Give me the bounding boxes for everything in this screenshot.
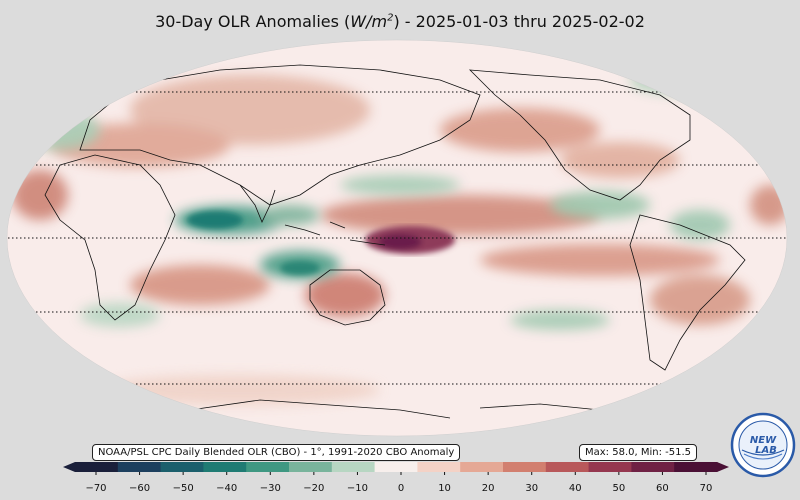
colorbar-tick-label: 40 (568, 483, 582, 494)
colorbar-tick-label: −20 (303, 483, 325, 494)
colorbar-tick-label: −30 (259, 483, 281, 494)
colorbar-segment (203, 462, 247, 472)
colorbar-tick-label: 10 (438, 483, 451, 494)
logo-text-bottom: LAB (755, 445, 777, 456)
colorbar-tick-label: −50 (172, 483, 194, 494)
colorbar-segment (545, 462, 590, 472)
colorbar-segment (331, 462, 376, 472)
colorbar-segment (160, 462, 204, 472)
colorbar-segment (117, 462, 162, 472)
lab-logo: NEW LAB (730, 412, 796, 478)
colorbar-segment (374, 462, 418, 472)
colorbar-segment (631, 462, 675, 472)
coastlines (44, 59, 746, 419)
colorbar-segment (674, 462, 718, 472)
anomaly-field (7, 40, 787, 436)
colorbar-tick-label: −10 (346, 483, 368, 494)
title-suffix: ) - 2025-01-03 thru 2025-02-02 (393, 12, 645, 31)
colorbar-tick-label: 50 (612, 483, 626, 494)
colorbar-segment (588, 462, 632, 472)
colorbar-segment (460, 462, 504, 472)
logo-text-top: NEW (750, 435, 777, 446)
colorbar-segment (503, 462, 547, 472)
colorbar-extend-high (717, 462, 729, 472)
colorbar-segment (417, 462, 461, 472)
map-title: 30-Day OLR Anomalies (W/m2) - 2025-01-03… (0, 12, 800, 31)
colorbar-tick-label: −40 (216, 483, 238, 494)
colorbar-tick-label: −70 (85, 483, 107, 494)
colorbar-tick-label: 30 (525, 483, 539, 494)
colorbar-tick-label: 70 (699, 483, 713, 494)
positive-anomaly-regions (12, 75, 787, 405)
globe-outline (6, 39, 788, 437)
title-unit: W/m2 (350, 12, 394, 31)
colorbar-segment (289, 462, 333, 472)
strong-negative-core (187, 211, 320, 275)
title-prefix: 30-Day OLR Anomalies ( (155, 12, 351, 31)
colorbar-tick-label: 20 (481, 483, 495, 494)
colorbar-tick-label: −60 (129, 483, 151, 494)
colorbar-segment (246, 462, 290, 472)
stats-label: Max: 58.0, Min: -51.5 (579, 444, 698, 461)
colorbar-segment (75, 462, 119, 472)
source-label: NOAA/PSL CPC Daily Blended OLR (CBO) - 1… (92, 444, 461, 461)
colorbar-tick-label: 0 (397, 483, 405, 494)
colorbar-extend-low (63, 462, 75, 472)
colorbar-tick-label: 60 (656, 483, 669, 494)
